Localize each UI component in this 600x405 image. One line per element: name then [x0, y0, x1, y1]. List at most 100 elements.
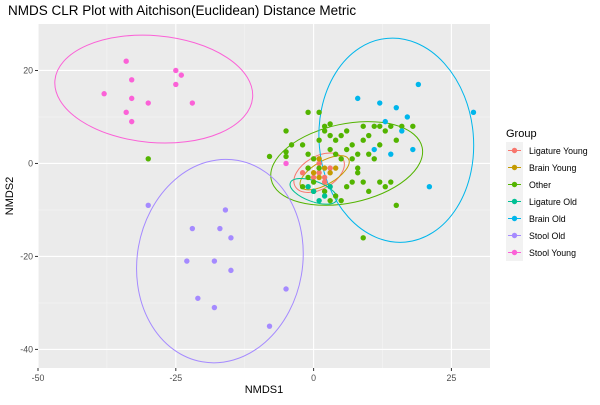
point-ligature-young: [310, 174, 317, 181]
ellipse-stool-old: [136, 158, 304, 364]
y-tick-label: 20: [23, 65, 33, 75]
point-ligature-young: [316, 160, 322, 167]
x-axis-label: NMDS1: [245, 384, 284, 396]
ellipse-ligature-old: [289, 178, 338, 205]
point-other: [343, 146, 350, 153]
point-brain-old: [388, 151, 394, 157]
ellipse-stool-young: [54, 34, 254, 144]
point-other: [366, 132, 372, 139]
y-tick-label: 0: [28, 158, 33, 168]
point-ligature-young: [299, 170, 306, 176]
point-other: [366, 188, 372, 195]
point-stool-young: [283, 160, 289, 167]
point-stool-old: [145, 202, 151, 208]
point-stool-old: [283, 286, 289, 292]
legend-dot-ligature-young: [511, 147, 518, 154]
point-other: [377, 179, 383, 185]
data-points: [101, 58, 477, 329]
point-other: [371, 156, 377, 162]
point-other: [360, 179, 366, 185]
point-other: [321, 128, 328, 134]
point-brain-young: [321, 165, 328, 171]
point-stool-old: [222, 207, 229, 213]
legend-dot-stool-young: [511, 249, 518, 256]
point-other: [382, 128, 388, 134]
legend-label-stool-young: Stool Young: [529, 248, 576, 258]
point-other: [327, 121, 333, 127]
plot-panel: [38, 24, 490, 368]
legend-dot-brain-old: [511, 215, 518, 222]
point-stool-young: [101, 91, 107, 97]
legend-title: Group: [506, 128, 537, 140]
point-ligature-young: [321, 179, 328, 185]
x-tick-label: 25: [447, 373, 457, 383]
point-other: [305, 151, 311, 157]
point-brain-young: [316, 174, 322, 181]
point-other: [327, 197, 333, 204]
point-stool-young: [189, 100, 196, 106]
point-other: [338, 197, 344, 204]
point-brain-young: [332, 165, 339, 171]
point-ligature-old: [305, 184, 311, 190]
point-stool-young: [123, 109, 129, 116]
point-other: [332, 193, 339, 199]
point-other: [316, 165, 322, 171]
legend-label-stool-old: Stool Old: [529, 231, 565, 241]
point-other: [327, 132, 333, 139]
point-stool-old: [217, 225, 223, 232]
point-brain-old: [371, 146, 377, 153]
point-other: [377, 123, 383, 129]
point-ligature-young: [327, 165, 333, 171]
legend-label-ligature-young: Ligature Young: [529, 146, 588, 156]
point-stool-young: [129, 95, 135, 102]
point-other: [283, 153, 289, 160]
point-ligature-old: [327, 184, 333, 190]
point-stool-young: [178, 72, 185, 78]
point-other: [371, 123, 377, 129]
point-stool-young: [173, 81, 179, 88]
point-other: [145, 156, 151, 162]
chart-title: NMDS CLR Plot with Aitchison(Euclidean) …: [8, 3, 356, 18]
point-other: [316, 109, 322, 116]
point-other: [388, 123, 394, 129]
x-axis: -50 -25 0 25: [32, 368, 457, 383]
point-other: [299, 184, 306, 190]
point-ligature-old: [316, 197, 322, 204]
ellipse-other: [270, 121, 424, 206]
point-other: [305, 174, 311, 181]
point-other: [321, 188, 328, 195]
point-brain-old: [415, 81, 422, 88]
point-other: [332, 137, 339, 143]
legend: Group Ligature Young Brain Young Other Liga…: [506, 128, 588, 261]
point-other: [283, 128, 289, 134]
point-brain-old: [393, 104, 399, 111]
point-brain-old: [470, 109, 477, 116]
point-other: [283, 149, 289, 155]
point-other: [349, 179, 355, 185]
point-other: [338, 132, 344, 139]
ellipse-brain-old: [318, 37, 475, 243]
x-tick-label: -25: [169, 373, 182, 383]
point-stool-young: [173, 67, 179, 74]
legend-dot-ligature-old: [511, 198, 518, 205]
point-stool-young: [129, 77, 135, 83]
point-other: [288, 142, 295, 148]
point-stool-old: [228, 267, 234, 274]
point-other: [305, 109, 311, 116]
point-stool-old: [195, 295, 201, 301]
point-other: [327, 146, 333, 153]
point-other: [349, 156, 355, 162]
legend-label-other: Other: [529, 180, 551, 190]
point-other: [388, 179, 394, 185]
point-other: [305, 165, 311, 171]
point-other: [349, 142, 355, 148]
point-brain-old: [399, 128, 405, 134]
point-other: [410, 123, 416, 129]
legend-dot-other: [511, 181, 518, 188]
point-other: [321, 123, 328, 129]
point-other: [332, 151, 339, 157]
y-axis: -40 -20 0 20: [20, 65, 38, 354]
point-other: [393, 137, 399, 143]
